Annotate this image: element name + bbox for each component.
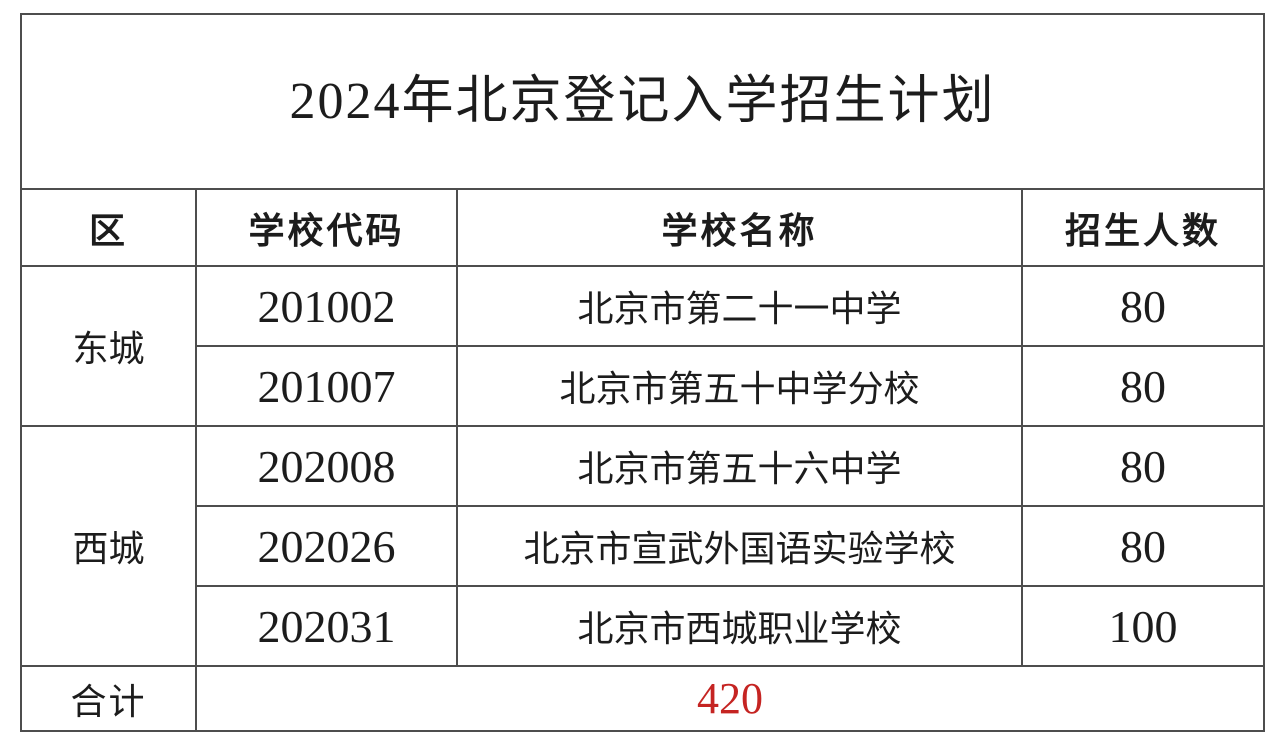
school-code-cell: 201007 — [195, 345, 458, 427]
school-code-cell: 202031 — [195, 585, 458, 667]
total-row: 合计 420 — [20, 665, 1266, 732]
school-name-cell: 北京市第二十一中学 — [456, 265, 1023, 347]
header-school-code: 学校代码 — [195, 188, 458, 267]
school-name-cell: 北京市宣武外国语实验学校 — [456, 505, 1023, 587]
enrollment-count-cell: 80 — [1020, 265, 1266, 347]
header-row: 区 学校代码 学校名称 招生人数 — [20, 188, 1266, 267]
table-row: 202026 北京市宣武外国语实验学校 80 — [21, 505, 1266, 587]
total-value-cell: 420 — [194, 665, 1266, 732]
table-row: 东城 201002 北京市第二十一中学 80 — [20, 265, 1266, 427]
enrollment-count-cell: 80 — [1020, 505, 1266, 587]
school-name-cell: 北京市西城职业学校 — [456, 585, 1023, 667]
enrollment-count-cell: 100 — [1020, 585, 1266, 667]
school-code-cell: 202008 — [195, 425, 458, 507]
district-cell: 东城 — [20, 265, 197, 427]
school-name-cell: 北京市第五十六中学 — [456, 425, 1023, 507]
table-row: 西城 202008 北京市第五十六中学 80 — [20, 425, 1266, 667]
header-district: 区 — [20, 188, 197, 267]
total-label-cell: 合计 — [20, 665, 197, 732]
district-cell: 西城 — [20, 425, 197, 667]
enrollment-plan-table: 2024年北京登记入学招生计划 区 学校代码 学校名称 招生人数 东城 2010… — [19, 13, 1266, 732]
header-enrollment: 招生人数 — [1020, 188, 1266, 267]
enrollment-count-cell: 80 — [1020, 425, 1266, 507]
enrollment-count-cell: 80 — [1020, 345, 1266, 427]
school-code-cell: 201002 — [195, 265, 458, 347]
table-row: 201007 北京市第五十中学分校 80 — [21, 345, 1266, 427]
table-row: 202031 北京市西城职业学校 100 — [21, 585, 1266, 667]
school-code-cell: 202026 — [195, 505, 458, 587]
school-name-cell: 北京市第五十中学分校 — [456, 345, 1023, 427]
header-school-name: 学校名称 — [456, 188, 1023, 267]
table-title: 2024年北京登记入学招生计划 — [19, 13, 1266, 190]
title-row: 2024年北京登记入学招生计划 — [19, 13, 1266, 190]
